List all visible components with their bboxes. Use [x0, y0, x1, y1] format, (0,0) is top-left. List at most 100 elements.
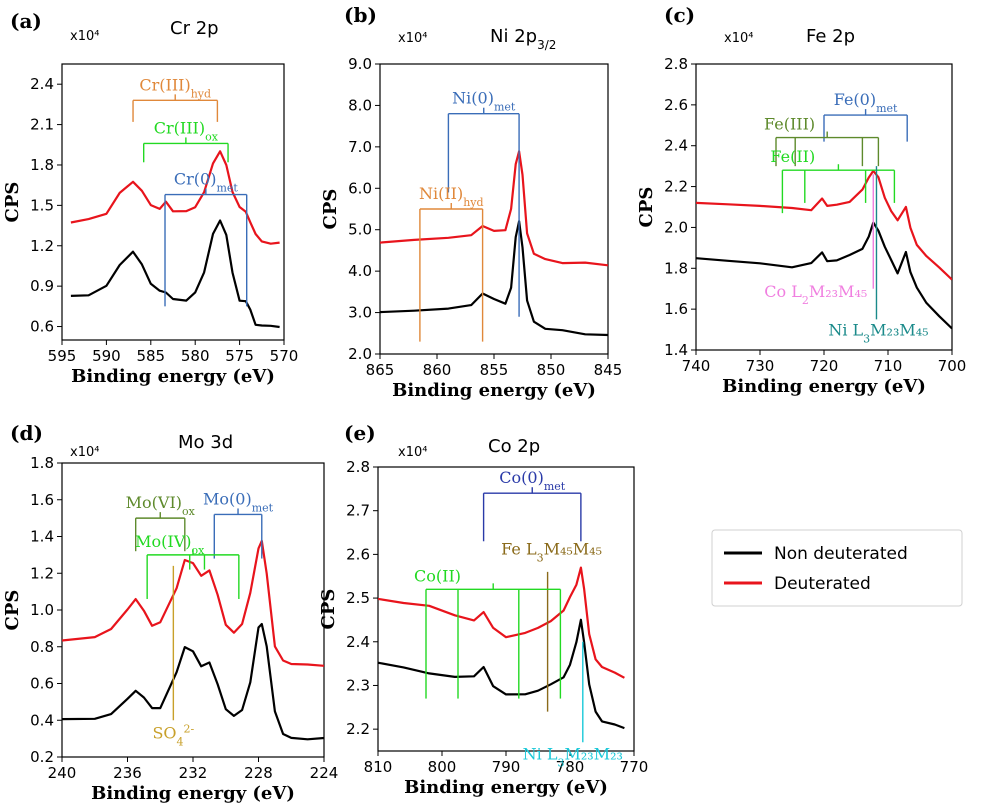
y-tick-label: 7.0: [348, 138, 372, 156]
y-tick-label: 2.3: [346, 676, 370, 694]
x-tick-label: 228: [244, 764, 273, 782]
scale-label: x10⁴: [70, 445, 99, 460]
peak-annotation: Co(II): [414, 566, 562, 699]
y-tick-label: 2.8: [346, 458, 370, 476]
x-tick-label: 740: [682, 357, 711, 375]
y-tick-label: 0.8: [30, 638, 54, 656]
y-axis-label: CPS: [318, 589, 339, 630]
y-tick-label: 1.8: [30, 156, 54, 174]
y-tick-label: 0.4: [30, 711, 54, 729]
peak-annotation: Fe(III): [764, 115, 880, 167]
annotation-label: Co(II): [414, 566, 461, 585]
y-axis-label: CPS: [320, 189, 341, 230]
scale-label: x10⁴: [70, 29, 99, 44]
panel-title: Co 2p: [488, 436, 540, 457]
peak-annotation: Fe(II): [770, 147, 896, 214]
panel-letter: (d): [10, 421, 43, 445]
y-tick-label: 1.4: [30, 528, 54, 546]
peak-annotation: Co(0)met: [482, 468, 582, 542]
x-tick-label: 810: [364, 758, 393, 776]
series-line-non-deuterated: [62, 622, 324, 741]
annotation-label: Fe(III): [764, 115, 815, 134]
peak-annotation: Mo(VI)ox: [126, 493, 196, 552]
y-tick-label: 2.1: [30, 116, 54, 134]
x-tick-label: 770: [620, 758, 649, 776]
annotation-label: Fe(II): [770, 147, 815, 166]
y-tick-label: 2.6: [346, 545, 370, 563]
y-tick-label: 1.8: [664, 259, 688, 277]
panel-letter: (b): [344, 3, 377, 27]
y-tick-label: 8.0: [348, 96, 372, 114]
x-tick-label: 850: [537, 361, 566, 379]
y-tick-label: 2.5: [346, 589, 370, 607]
peak-annotation: Ni(II)hyd: [419, 184, 484, 342]
y-axis-label: CPS: [2, 590, 23, 631]
y-axis-label: CPS: [2, 182, 23, 223]
y-tick-label: 2.0: [348, 345, 372, 363]
x-axis-label: Binding energy (eV): [722, 376, 926, 397]
y-tick-label: 0.6: [30, 675, 54, 693]
panel-a: (a) x10⁴ Cr 2p 595 590 585 580 575 570 0.6 0.9 1.2 1…: [2, 9, 298, 387]
y-tick-label: 1.5: [30, 196, 54, 214]
y-tick-label: 0.9: [30, 277, 54, 295]
y-tick-label: 1.2: [30, 237, 54, 255]
x-tick-label: 710: [874, 357, 903, 375]
y-axis-label: CPS: [636, 187, 657, 228]
series-line-deuterated: [380, 150, 608, 267]
x-tick-label: 575: [225, 347, 254, 365]
x-tick-label: 224: [310, 764, 339, 782]
panel-title: Ni 2p3/2: [490, 26, 556, 52]
peak-annotation: Cr(0)met: [164, 170, 248, 307]
series-line-non-deuterated: [378, 618, 625, 730]
x-tick-label: 570: [270, 347, 299, 365]
scale-label: x10⁴: [398, 445, 427, 460]
x-tick-label: 595: [48, 347, 77, 365]
x-tick-label: 580: [181, 347, 210, 365]
x-tick-label: 860: [423, 361, 452, 379]
panel-e: (e) x10⁴ Co 2p 810 800 790 780 770 2.2 2.3 2.4 2.5 2…: [318, 421, 648, 798]
y-tick-label: 1.6: [664, 300, 688, 318]
x-axis-label: Binding energy (eV): [91, 783, 295, 804]
y-tick-label: 2.6: [664, 96, 688, 114]
annotation-label: Ni L3M₂₃M₄₅: [828, 321, 928, 346]
panel-letter: (e): [344, 421, 376, 445]
x-tick-label: 865: [366, 361, 395, 379]
panel-title: Cr 2p: [170, 18, 219, 39]
y-tick-label: 1.6: [30, 491, 54, 509]
y-tick-label: 6.0: [348, 179, 372, 197]
y-tick-label: 1.4: [664, 341, 688, 359]
series-line-deuterated: [696, 169, 952, 281]
panel-letter: (c): [664, 3, 695, 27]
peak-annotation: SO42-: [152, 565, 195, 748]
series-line-non-deuterated: [380, 220, 608, 337]
y-tick-label: 5.0: [348, 221, 372, 239]
annotation-label: Fe L3M₄₅M₄₅: [501, 539, 602, 564]
x-tick-label: 780: [556, 758, 585, 776]
scale-label: x10⁴: [398, 31, 427, 46]
y-tick-label: 1.2: [30, 564, 54, 582]
x-tick-label: 236: [113, 764, 142, 782]
panel-c: (c) x10⁴ Fe 2p 740 730 720 710 700 1.4 1.6 1.8 2.0 2…: [636, 3, 966, 397]
series-line-deuterated: [62, 539, 324, 667]
x-axis-label: Binding energy (eV): [404, 777, 608, 798]
legend: Non deuterated Deuterated: [711, 529, 963, 607]
x-axis-label: Binding energy (eV): [392, 380, 596, 401]
series-line-deuterated: [378, 566, 625, 679]
annotation-label: SO42-: [152, 722, 194, 748]
x-tick-label: 855: [480, 361, 509, 379]
plot-frame: [61, 63, 285, 341]
x-tick-label: 845: [594, 361, 623, 379]
plot-frame: [695, 63, 953, 351]
y-tick-label: 0.6: [30, 318, 54, 336]
peak-annotation: Cr(III)hyd: [132, 75, 219, 122]
annotation-label: Co L2M₂₃M₄₅: [764, 282, 867, 307]
panel-d: (d) x10⁴ Mo 3d 240 236 232 228 224 0.2 0.4 0.6 0.8 1…: [2, 421, 338, 804]
y-tick-label: 2.0: [664, 218, 688, 236]
y-tick-label: 9.0: [348, 55, 372, 73]
peak-annotation: Ni L3M₂₃M₂₃: [523, 641, 623, 769]
y-tick-label: 0.2: [30, 748, 54, 766]
x-tick-label: 585: [136, 347, 165, 365]
y-tick-label: 2.2: [346, 720, 370, 738]
peak-annotation: Fe L3M₄₅M₄₅: [501, 539, 602, 712]
